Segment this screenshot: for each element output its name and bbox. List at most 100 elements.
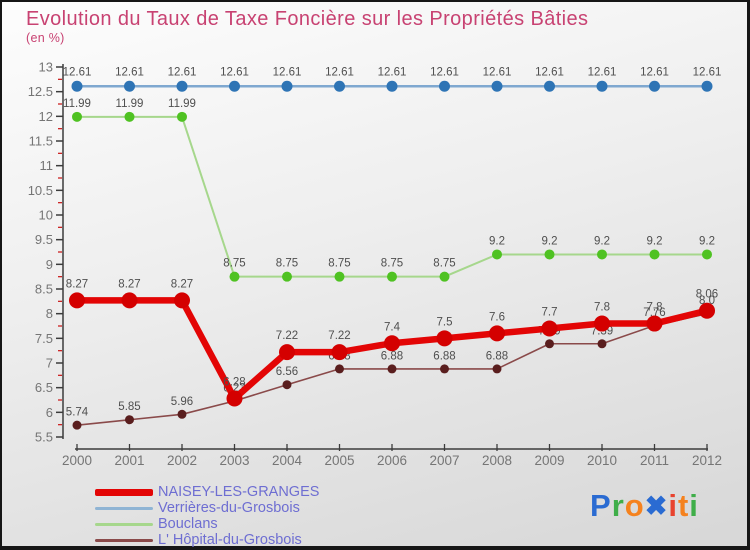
x-tick-label: 2007 xyxy=(429,453,459,468)
data-point xyxy=(121,292,138,309)
data-point-label: 12.61 xyxy=(220,67,249,79)
data-point-label: 7.4 xyxy=(384,321,401,333)
data-point-label: 12.61 xyxy=(535,67,564,79)
data-point-label: 7.5 xyxy=(437,316,453,328)
x-tick-label: 2009 xyxy=(534,453,564,468)
data-point-label: 9.2 xyxy=(594,235,610,247)
data-point-label: 8.75 xyxy=(328,258,350,270)
y-tick-label: 5.5 xyxy=(35,430,53,445)
data-point xyxy=(124,80,135,92)
data-point xyxy=(331,344,348,361)
data-point xyxy=(387,364,397,374)
data-point xyxy=(229,80,240,92)
data-point-label: 6.88 xyxy=(433,350,455,362)
logo-letter: P xyxy=(590,488,612,523)
data-point xyxy=(594,315,610,332)
data-point xyxy=(176,80,188,92)
data-point-label: 9.2 xyxy=(699,235,715,247)
data-point-label: 7.22 xyxy=(328,330,350,342)
legend-label: NAISEY-LES-GRANGES xyxy=(158,484,320,501)
data-point xyxy=(71,80,83,92)
data-point xyxy=(699,302,715,319)
y-tick-label: 12.5 xyxy=(28,84,53,99)
chart-subtitle: (en %) xyxy=(26,31,65,45)
data-point-label: 9.2 xyxy=(542,235,558,247)
data-point xyxy=(439,80,450,92)
y-tick-label: 6 xyxy=(46,405,53,420)
data-point-label: 7.76 xyxy=(643,307,665,319)
y-tick-label: 9.5 xyxy=(35,232,53,247)
data-point xyxy=(597,249,607,260)
data-point xyxy=(544,249,555,260)
y-tick-label: 11.5 xyxy=(29,134,53,149)
logo-letter: o xyxy=(624,488,645,523)
legend-line-swatch xyxy=(95,539,153,542)
data-point-label: 12.61 xyxy=(640,67,669,79)
data-point xyxy=(436,330,453,347)
data-point xyxy=(229,271,240,282)
data-point-label: 12.61 xyxy=(63,67,92,79)
x-tick-label: 2000 xyxy=(62,453,92,468)
data-point xyxy=(334,80,345,92)
data-point xyxy=(439,271,450,282)
x-tick-label: 2004 xyxy=(272,453,303,468)
data-point xyxy=(177,409,187,419)
logo-letter: i xyxy=(668,488,678,523)
x-tick-label: 2010 xyxy=(587,453,617,468)
data-point-label: 11.99 xyxy=(116,98,144,110)
legend-line-swatch xyxy=(95,507,153,510)
data-point-label: 12.61 xyxy=(378,67,407,79)
data-point-label: 12.61 xyxy=(273,67,302,79)
x-tick-label: 2003 xyxy=(219,453,249,468)
data-point-label: 9.2 xyxy=(647,235,663,247)
data-point xyxy=(72,111,82,122)
legend-item: L' Hôpital-du-Grosbois xyxy=(95,533,319,548)
data-point-label: 7.8 xyxy=(594,302,610,314)
data-point xyxy=(335,364,344,374)
data-point-label: 8.75 xyxy=(381,258,403,270)
data-point xyxy=(596,80,608,92)
data-point-label: 9.2 xyxy=(489,235,505,247)
legend-line-swatch xyxy=(95,489,153,496)
data-point xyxy=(226,390,243,407)
y-tick-label: 7.5 xyxy=(35,331,53,346)
legend-label: L' Hôpital-du-Grosbois xyxy=(158,532,302,549)
x-tick-label: 2011 xyxy=(640,453,669,468)
data-point xyxy=(545,339,554,349)
logo-letter: i xyxy=(689,488,699,523)
data-point-label: 11.99 xyxy=(168,98,196,110)
data-point-label: 8.27 xyxy=(118,278,140,290)
data-point xyxy=(72,420,82,430)
data-point-label: 8.27 xyxy=(171,278,193,290)
y-tick-label: 8 xyxy=(46,306,53,321)
data-point xyxy=(279,344,295,361)
data-point xyxy=(492,249,502,260)
data-point-label: 7.6 xyxy=(489,311,505,323)
legend-label: Bouclans xyxy=(158,516,218,533)
data-point xyxy=(649,249,660,260)
data-point-label: 11.99 xyxy=(63,98,91,110)
data-point-label: 7.7 xyxy=(542,306,558,318)
x-tick-label: 2012 xyxy=(692,453,722,468)
y-tick-label: 13 xyxy=(39,60,53,75)
chart-legend: NAISEY-LES-GRANGES Verrières-du-Grosbois B… xyxy=(95,485,319,549)
data-point-label: 6.56 xyxy=(276,366,298,378)
data-point xyxy=(541,320,558,337)
y-tick-label: 7 xyxy=(46,356,53,371)
data-point-label: 7.22 xyxy=(276,330,298,342)
data-point xyxy=(384,335,400,352)
proxiti-logo: Pro✖iti xyxy=(590,488,699,524)
data-point-label: 12.61 xyxy=(430,67,459,79)
y-tick-label: 12 xyxy=(39,109,53,124)
data-point xyxy=(177,111,187,122)
y-tick-label: 9 xyxy=(46,257,53,272)
x-tick-label: 2008 xyxy=(482,453,512,468)
data-point xyxy=(702,249,712,260)
data-point-label: 8.75 xyxy=(223,258,245,270)
legend-item: Bouclans xyxy=(95,517,319,532)
data-point xyxy=(282,380,292,390)
y-tick-label: 6.5 xyxy=(35,380,53,395)
data-point-label: 12.61 xyxy=(693,67,722,79)
